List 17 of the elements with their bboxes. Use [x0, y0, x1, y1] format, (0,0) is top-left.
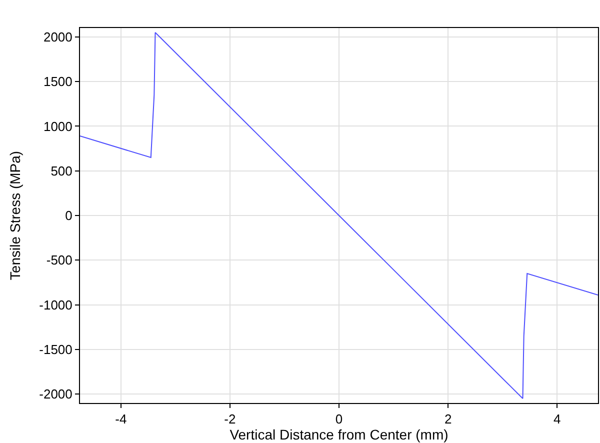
y-axis-title: Tensile Stress (MPa)	[6, 150, 23, 280]
y-tick-label: 0	[65, 208, 72, 224]
y-tick-label: 2000	[43, 29, 72, 44]
x-tick-label: 2	[444, 412, 452, 427]
y-tick-label: 500	[50, 163, 72, 178]
y-tick-label: -1500	[39, 342, 72, 357]
x-tick-label: -2	[224, 412, 236, 427]
x-axis-title: Vertical Distance from Center (mm)	[230, 426, 448, 443]
y-tick-label: 1000	[43, 118, 72, 134]
x-tick-label: 0	[335, 412, 343, 427]
y-tick-label: -2000	[39, 386, 72, 402]
x-tick-label: -4	[115, 412, 127, 427]
y-tick-label: 1500	[43, 74, 72, 90]
line-series	[80, 32, 598, 400]
y-tick-label: -1000	[39, 297, 72, 312]
y-tick-label: -500	[46, 252, 72, 268]
x-tick-label: 4	[553, 412, 561, 427]
